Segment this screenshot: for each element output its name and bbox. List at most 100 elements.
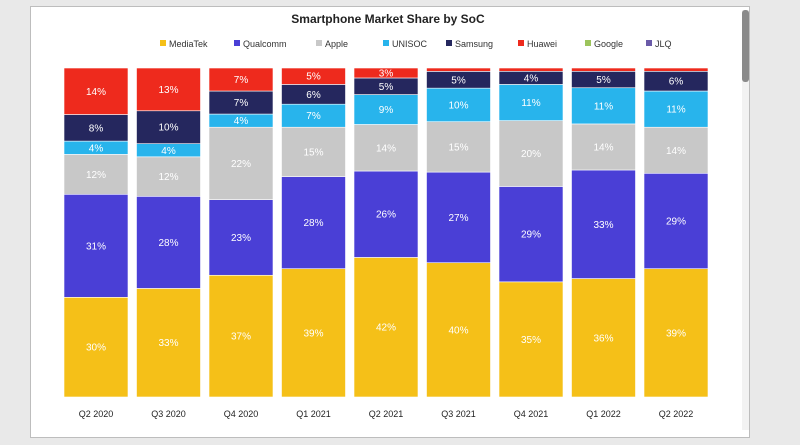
- legend-swatch-jlq: [646, 40, 652, 46]
- data-label-q4-2021-unisoc: 11%: [521, 98, 540, 109]
- legend-swatch-huawei: [518, 40, 524, 46]
- bar-q3-2020-apple: [136, 156, 201, 197]
- bar-q1-2022-apple: [571, 123, 636, 171]
- bar-q4-2020-huawei: [208, 67, 274, 92]
- data-label-q2-2022-mediatek: 39%: [666, 328, 686, 339]
- plot-area: 30% 31% 12% 4% 8% 14% 33% 28% 12% 4% 10% 13% 37% 23% 2…: [63, 67, 709, 398]
- scrollbar-thumb[interactable]: [742, 10, 749, 82]
- bar-q2-2021-qualcomm: [353, 170, 419, 258]
- bar-q2-2020-samsung: [63, 114, 129, 142]
- data-label-q2-2021-qualcomm: 26%: [376, 210, 396, 221]
- legend-swatch-qualcomm: [234, 40, 240, 46]
- data-label-q3-2020-unisoc: 4%: [161, 146, 176, 157]
- bar-q4-2020-apple: [208, 126, 274, 200]
- data-label-q3-2020-mediatek: 33%: [158, 338, 178, 349]
- data-label-q2-2021-mediatek: 42%: [376, 323, 396, 334]
- bar-q4-2021-mediatek: [498, 281, 564, 398]
- x-tick-q4-2020: Q4 2020: [224, 409, 259, 419]
- bar-q1-2022-mediatek: [571, 278, 636, 398]
- data-label-q4-2020-mediatek: 37%: [231, 332, 251, 343]
- legend-label-mediatek: MediaTek: [169, 39, 208, 49]
- bar-q2-2020-huawei: [63, 67, 129, 115]
- data-label-q1-2021-unisoc: 7%: [306, 111, 321, 122]
- legend-label-unisoc: UNISOC: [392, 39, 428, 49]
- data-label-q4-2020-samsung: 7%: [234, 98, 249, 109]
- x-tick-q2-2022: Q2 2022: [659, 409, 694, 419]
- data-label-q2-2020-qualcomm: 31%: [86, 241, 106, 252]
- data-label-q3-2021-apple: 15%: [448, 142, 468, 153]
- data-label-q4-2021-mediatek: 35%: [521, 335, 541, 346]
- bar-q2-2022-qualcomm: [643, 172, 709, 269]
- x-tick-q1-2022: Q1 2022: [586, 409, 621, 419]
- data-label-q1-2022-mediatek: 36%: [593, 333, 613, 344]
- bar-q3-2021-qualcomm: [426, 171, 491, 264]
- data-label-q3-2021-unisoc: 10%: [448, 100, 468, 111]
- data-label-q3-2020-qualcomm: 28%: [158, 238, 178, 249]
- legend-swatch-unisoc: [383, 40, 389, 46]
- bar-q4-2021-qualcomm: [498, 186, 564, 283]
- bar-q1-2021-apple: [281, 126, 346, 177]
- vertical-scrollbar[interactable]: [742, 10, 749, 430]
- data-label-q3-2021-samsung: 5%: [451, 75, 466, 86]
- x-tick-q1-2021: Q1 2021: [296, 409, 331, 419]
- legend-label-qualcomm: Qualcomm: [243, 39, 287, 49]
- legend-label-jlq: JLQ: [655, 39, 672, 49]
- data-label-q2-2021-samsung: 5%: [379, 82, 394, 93]
- legend-swatch-google: [585, 40, 591, 46]
- bar-q2-2020-mediatek: [63, 297, 129, 398]
- bar-q3-2021-unisoc: [426, 87, 491, 123]
- legend-swatch-apple: [316, 40, 322, 46]
- bar-q3-2021-huawei: [426, 67, 491, 72]
- bar-q4-2021-apple: [498, 120, 564, 187]
- bar-q4-2020-qualcomm: [208, 199, 274, 276]
- data-label-q2-2020-mediatek: 30%: [86, 343, 106, 354]
- data-label-q3-2021-mediatek: 40%: [448, 325, 468, 336]
- data-label-q3-2020-huawei: 13%: [158, 85, 178, 96]
- bar-q2-2020-qualcomm: [63, 193, 129, 298]
- bar-q3-2021-mediatek: [426, 262, 491, 398]
- data-label-q4-2020-unisoc: 4%: [234, 116, 249, 127]
- bar-q3-2020-samsung: [136, 110, 201, 144]
- bar-q4-2020-mediatek: [208, 274, 274, 398]
- x-tick-q3-2021: Q3 2021: [441, 409, 476, 419]
- bar-q1-2021-huawei: [281, 67, 346, 85]
- bar-q2-2022-unisoc: [643, 90, 709, 128]
- chart-title: Smartphone Market Share by SoC: [291, 12, 485, 26]
- x-tick-q2-2021: Q2 2021: [369, 409, 404, 419]
- legend-label-apple: Apple: [325, 39, 348, 49]
- data-label-q2-2022-samsung: 6%: [669, 77, 684, 88]
- data-label-q2-2021-unisoc: 9%: [379, 105, 394, 116]
- data-label-q4-2021-qualcomm: 29%: [521, 230, 541, 241]
- data-label-q1-2021-samsung: 6%: [306, 90, 321, 101]
- data-label-q2-2022-qualcomm: 29%: [666, 216, 686, 227]
- data-label-q1-2021-huawei: 5%: [306, 72, 321, 83]
- data-label-q4-2021-apple: 20%: [521, 149, 541, 160]
- data-label-q3-2020-samsung: 10%: [158, 123, 178, 134]
- data-label-q2-2021-apple: 14%: [376, 143, 396, 154]
- bar-q2-2022-mediatek: [643, 268, 709, 398]
- bar-q2-2021-huawei: [353, 67, 419, 79]
- data-label-q1-2021-mediatek: 39%: [303, 328, 323, 339]
- data-label-q1-2021-qualcomm: 28%: [303, 218, 323, 229]
- data-label-q3-2020-apple: 12%: [158, 172, 178, 183]
- bar-q4-2021-huawei: [498, 67, 564, 72]
- bar-q2-2022-apple: [643, 126, 709, 174]
- data-label-q4-2020-huawei: 7%: [234, 75, 249, 86]
- data-label-q2-2020-huawei: 14%: [86, 87, 106, 98]
- data-label-q3-2021-qualcomm: 27%: [448, 213, 468, 224]
- data-label-q2-2022-apple: 14%: [666, 146, 686, 157]
- data-label-q4-2020-qualcomm: 23%: [231, 233, 251, 244]
- legend-label-google: Google: [594, 39, 623, 49]
- data-label-q2-2020-unisoc: 4%: [89, 143, 104, 154]
- legend: MediaTek Qualcomm Apple UNISOC Samsung Huawei…: [160, 39, 672, 49]
- data-label-q4-2020-apple: 22%: [231, 159, 251, 170]
- bar-q3-2021-apple: [426, 121, 491, 173]
- data-label-q1-2022-qualcomm: 33%: [593, 220, 613, 231]
- data-label-q2-2021-huawei: 3%: [379, 68, 394, 79]
- data-label-q4-2021-samsung: 4%: [524, 73, 539, 84]
- data-label-q1-2021-apple: 15%: [303, 147, 323, 158]
- x-tick-q2-2020: Q2 2020: [79, 409, 114, 419]
- bar-q3-2020-mediatek: [136, 288, 201, 398]
- data-label-q1-2022-unisoc: 11%: [594, 101, 613, 112]
- legend-label-samsung: Samsung: [455, 39, 493, 49]
